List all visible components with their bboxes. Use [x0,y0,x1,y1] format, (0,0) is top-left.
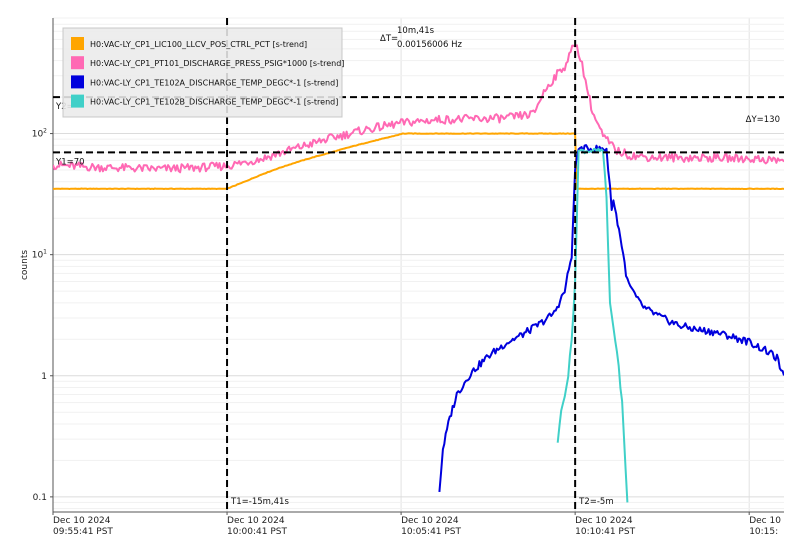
x-tick-label-time: 10:05:41 PST [401,527,461,537]
delta-y-label: ΔY=130 [746,115,780,125]
legend-entry-label: H0:VAC-LY_CP1_PT101_DISCHARGE_PRESS_PSIG… [90,59,344,68]
y-tick-label: 0.1 [33,493,47,503]
legend: H0:VAC-LY_CP1_LIC100_LLCV_POS_CTRL_PCT [… [62,27,344,118]
y-axis-label: counts [20,250,30,280]
y-tick-exponent: 1 [43,249,47,256]
y-tick-label: 102 [32,128,47,140]
y-tick-label: 101 [32,249,47,261]
y-tick-exponent: 2 [43,128,47,135]
x-tick-label-date: Dec 10 [749,516,781,526]
delta-t-value: 10m,41s [397,26,435,36]
legend-entry-label: H0:VAC-LY_CP1_LIC100_LLCV_POS_CTRL_PCT [… [90,40,307,49]
grid [53,17,784,512]
cursor-t1-label: T1=-15m,41s [230,497,289,507]
series-line-4 [556,147,629,503]
cursor-t2-label: T2=-5m [578,497,613,507]
series-line-3 [438,144,784,492]
x-tick-label-date: Dec 10 2024 [53,516,111,526]
series-line-1 [53,132,784,190]
y-tick-label: 1 [41,372,47,382]
frequency-value: 0.00156006 Hz [397,40,462,50]
legend-entry-label: H0:VAC-LY_CP1_TE102A_DISCHARGE_TEMP_DEGC… [90,78,338,87]
x-tick-label-time: 10:15: [749,527,778,537]
legend-swatch [71,56,84,70]
legend-entry-label: H0:VAC-LY_CP1_TE102B_DISCHARGE_TEMP_DEGC… [90,98,338,107]
x-tick-label-date: Dec 10 2024 [227,516,285,526]
x-tick-label-date: Dec 10 2024 [575,516,633,526]
x-tick-label-date: Dec 10 2024 [401,516,459,526]
legend-box [62,27,343,118]
delta-t-label: ΔT= [380,34,398,44]
x-tick-label-time: 10:10:41 PST [575,527,635,537]
legend-swatch [71,75,84,89]
series-line-2 [53,44,784,174]
x-tick-label-time: 09:55:41 PST [53,527,113,537]
x-tick-label-time: 10:00:41 PST [227,527,287,537]
legend-swatch [71,94,84,108]
legend-swatch [71,37,84,50]
cursor-y1-label: Y1=70 [55,157,85,167]
